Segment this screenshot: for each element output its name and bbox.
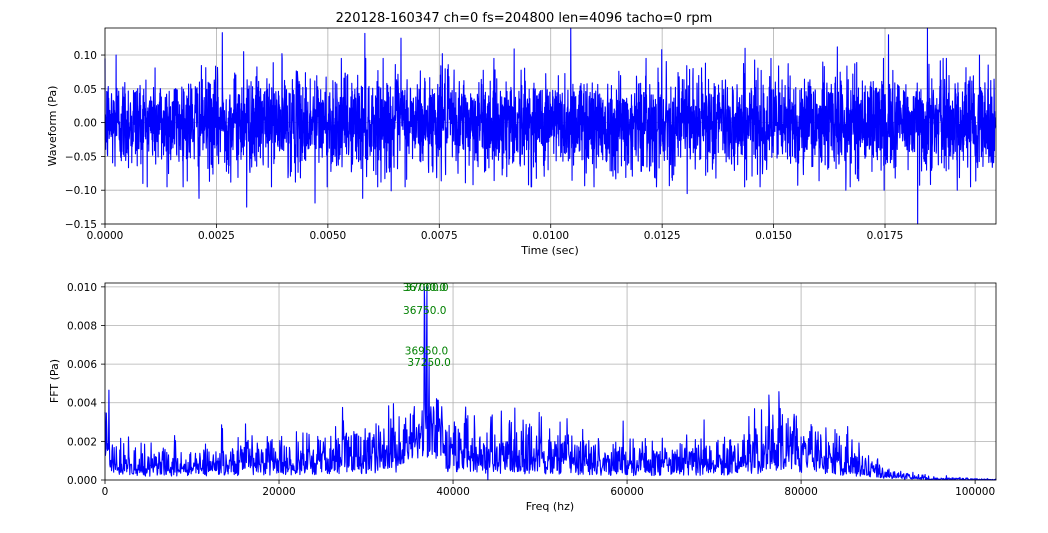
waveform-x-axis-label: Time (sec) bbox=[520, 244, 579, 257]
x-tick-label: 0.0100 bbox=[532, 230, 569, 242]
waveform-y-ticks: −0.15 −0.10 −0.05 0.00 0.05 0.10 bbox=[65, 50, 105, 231]
fft-x-ticks: 0 20000 40000 60000 80000 100000 bbox=[102, 480, 995, 498]
fft-x-axis-label: Freq (hz) bbox=[526, 500, 574, 513]
fft-y-axis-label: FFT (Pa) bbox=[48, 359, 61, 403]
y-tick-label: 0.004 bbox=[67, 398, 97, 410]
x-tick-label: 0.0050 bbox=[309, 230, 346, 242]
x-tick-label: 0.0125 bbox=[644, 230, 681, 242]
y-tick-label: 0.006 bbox=[67, 359, 97, 371]
fft-series-line bbox=[104, 286, 997, 481]
peak-annotation-label: 37000.0 bbox=[405, 282, 448, 294]
x-tick-label: 40000 bbox=[436, 486, 469, 498]
x-tick-label: 100000 bbox=[955, 486, 995, 498]
fft-axes-frame bbox=[104, 282, 997, 481]
waveform-trace bbox=[104, 27, 997, 225]
y-tick-label: −0.15 bbox=[65, 219, 97, 231]
x-tick-label: 0.0075 bbox=[421, 230, 458, 242]
y-tick-label: 0.000 bbox=[67, 475, 97, 487]
waveform-subplot: 0.0000 0.0025 0.0050 0.0075 0.0100 0.0125 0.01… bbox=[46, 27, 997, 257]
y-tick-label: 0.008 bbox=[67, 320, 97, 332]
y-tick-label: 0.00 bbox=[74, 118, 97, 130]
waveform-series-line bbox=[104, 27, 997, 225]
y-tick-label: −0.10 bbox=[65, 185, 97, 197]
x-tick-label: 0 bbox=[102, 486, 109, 498]
y-tick-label: 0.10 bbox=[74, 50, 97, 62]
fft-trace bbox=[104, 286, 997, 481]
peak-annotation-label: 37250.0 bbox=[407, 357, 450, 369]
y-tick-label: 0.05 bbox=[74, 84, 97, 96]
x-tick-label: 80000 bbox=[784, 486, 817, 498]
y-tick-label: 0.002 bbox=[67, 436, 97, 448]
waveform-y-axis-label: Waveform (Pa) bbox=[46, 86, 59, 167]
peak-annotation-label: 36750.0 bbox=[403, 305, 446, 317]
peak-annotation-label: 36700.0 bbox=[403, 282, 446, 294]
x-tick-label: 0.0150 bbox=[755, 230, 792, 242]
y-tick-label: 0.010 bbox=[67, 282, 97, 294]
x-tick-label: 60000 bbox=[610, 486, 643, 498]
x-tick-label: 0.0175 bbox=[867, 230, 904, 242]
x-tick-label: 0.0025 bbox=[198, 230, 235, 242]
fft-y-ticks: 0.000 0.002 0.004 0.006 0.008 0.010 bbox=[67, 282, 105, 487]
peak-annotation-label: 36950.0 bbox=[405, 346, 448, 358]
x-tick-label: 0.0000 bbox=[87, 230, 124, 242]
waveform-x-ticks: 0.0000 0.0025 0.0050 0.0075 0.0100 0.0125 0.01… bbox=[87, 224, 904, 242]
figure-title: 220128-160347 ch=0 fs=204800 len=4096 ta… bbox=[336, 11, 713, 26]
y-tick-label: −0.05 bbox=[65, 151, 97, 163]
x-tick-label: 20000 bbox=[262, 486, 295, 498]
